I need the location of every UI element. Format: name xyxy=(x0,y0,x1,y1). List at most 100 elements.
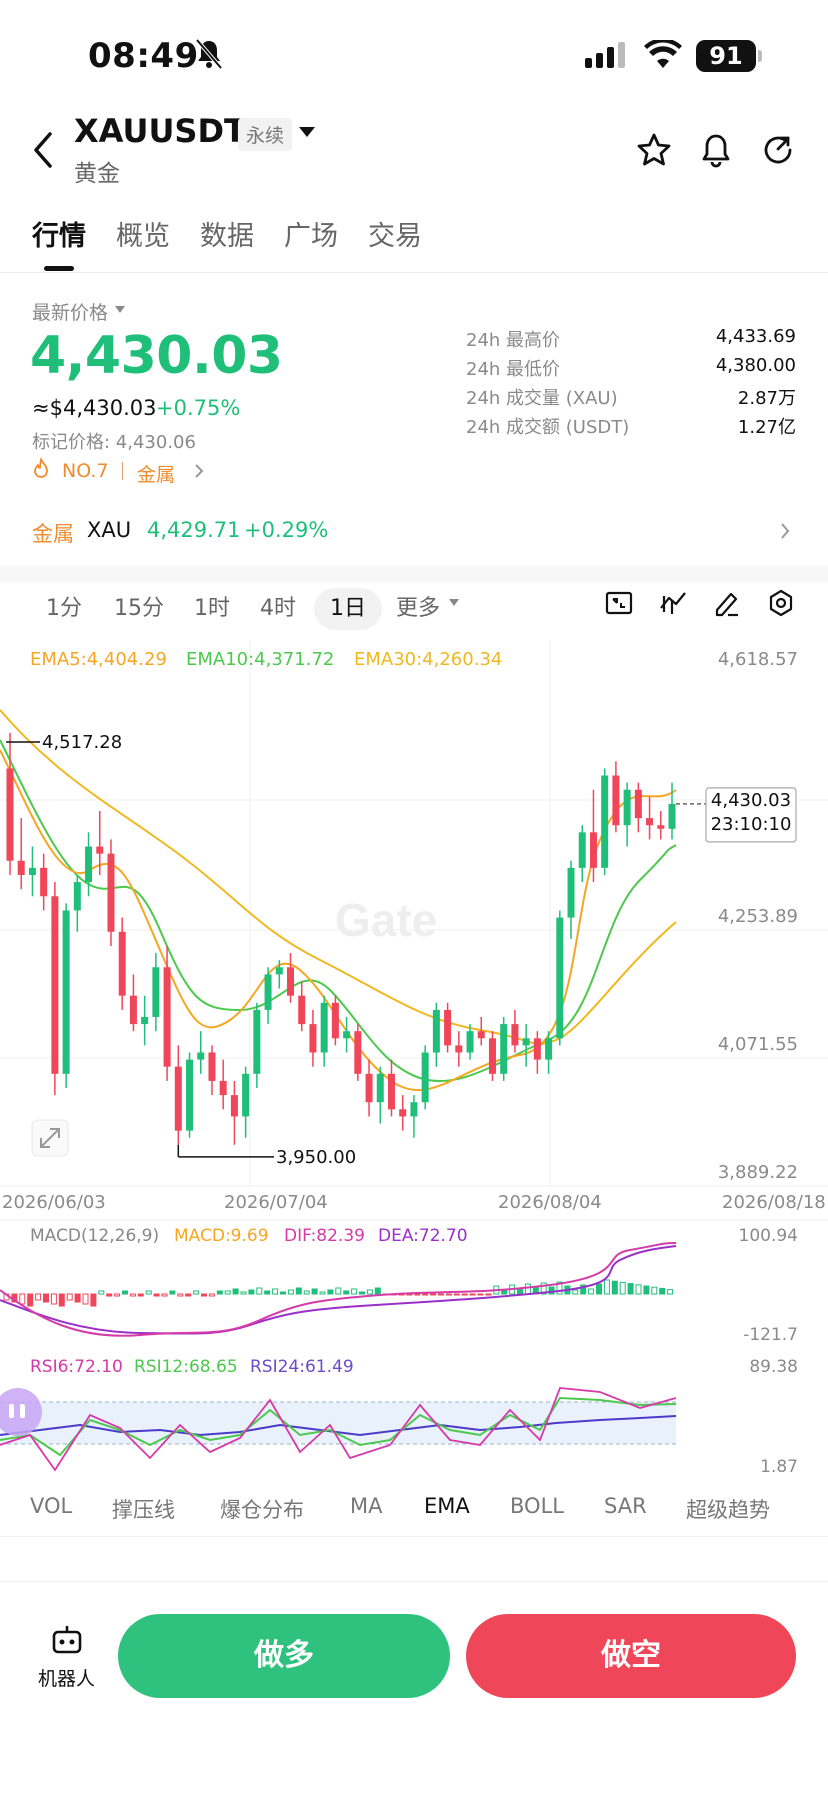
robot-icon[interactable] xyxy=(50,1624,84,1656)
macd-bar xyxy=(572,1289,579,1295)
macd-bar xyxy=(58,1293,65,1307)
indicator-boll[interactable]: BOLL xyxy=(510,1494,564,1518)
watermark: Gate xyxy=(335,894,437,946)
kline-chart[interactable]: Gate EMA5:4,404.29 EMA10:4,371.72 EMA30:… xyxy=(0,640,828,1476)
change-percent: +0.75% xyxy=(156,396,241,420)
draw-pencil-icon[interactable] xyxy=(712,588,742,618)
indicator-liquidation[interactable]: 爆仓分布 xyxy=(220,1498,304,1522)
macd-bar xyxy=(82,1293,89,1305)
tab-square[interactable]: 广场 xyxy=(284,221,338,252)
settings-gear-icon[interactable] xyxy=(766,588,796,618)
candle-body xyxy=(455,1045,463,1053)
share-icon[interactable] xyxy=(760,132,796,168)
indicator-ma[interactable]: MA xyxy=(350,1494,383,1518)
macd-bar xyxy=(651,1286,658,1295)
related-symbol[interactable]: XAU xyxy=(87,518,132,542)
macd-bar xyxy=(359,1291,365,1295)
candle-body xyxy=(657,825,665,829)
indicator-ema[interactable]: EMA xyxy=(424,1494,470,1518)
back-arrow-icon[interactable] xyxy=(30,130,56,170)
pair-name[interactable]: XAUUSDT xyxy=(74,112,246,150)
star-icon[interactable] xyxy=(636,132,672,168)
candle-body xyxy=(343,1031,351,1039)
bot-label[interactable]: 机器人 xyxy=(38,1668,96,1690)
macd-bar xyxy=(643,1285,650,1295)
long-button[interactable]: 做多 xyxy=(118,1614,450,1698)
macd-bar xyxy=(627,1283,634,1295)
macd-bar xyxy=(106,1293,113,1297)
rsi12-label: RSI12:68.65 xyxy=(134,1357,238,1377)
interval-1d[interactable]: 1日 xyxy=(314,588,382,630)
caret-down-icon[interactable] xyxy=(449,599,459,606)
tab-market[interactable]: 行情 xyxy=(32,221,86,252)
stat-value-24h-volume: 2.87万 xyxy=(737,388,796,409)
interval-more[interactable]: 更多 xyxy=(396,596,441,621)
tab-overview[interactable]: 概览 xyxy=(116,221,170,252)
macd-bar xyxy=(137,1293,144,1297)
macd-bar xyxy=(201,1293,207,1297)
rank-label[interactable]: NO.7 xyxy=(62,460,109,482)
latest-price-label[interactable]: 最新价格 xyxy=(32,302,109,324)
divider xyxy=(0,272,828,273)
macd-bar xyxy=(485,1293,492,1296)
indicator-supertrend[interactable]: 超级趋势 xyxy=(686,1498,770,1522)
pause-icon[interactable] xyxy=(9,1404,25,1418)
indicator-support-resistance[interactable]: 撑压线 xyxy=(112,1498,175,1522)
candle-body xyxy=(141,1016,149,1025)
stat-value-24h-high: 4,433.69 xyxy=(715,326,796,347)
current-price-label: 4,430.03 xyxy=(711,790,791,811)
fullscreen-crop-icon[interactable] xyxy=(604,588,634,618)
category-label[interactable]: 金属 xyxy=(137,464,176,486)
candle-body xyxy=(275,967,283,975)
caret-down-icon[interactable] xyxy=(115,306,125,313)
tab-data[interactable]: 数据 xyxy=(200,221,254,252)
chevron-right-icon[interactable] xyxy=(780,522,790,540)
indicator-vol[interactable]: VOL xyxy=(30,1494,73,1518)
tab-trade[interactable]: 交易 xyxy=(368,221,422,252)
candle-body xyxy=(421,1052,429,1103)
interval-4h[interactable]: 4时 xyxy=(260,596,296,621)
high-marker: 4,517.28 xyxy=(42,732,122,753)
macd-bottom: -121.7 xyxy=(743,1325,798,1345)
indicator-chart-icon[interactable] xyxy=(658,588,688,618)
candle-body xyxy=(118,931,126,996)
candle-body xyxy=(646,818,654,826)
macd-bar xyxy=(635,1284,642,1295)
macd-label: MACD(12,26,9) xyxy=(30,1226,159,1246)
macd-bar xyxy=(430,1293,437,1296)
candle-body xyxy=(612,775,620,826)
candle-body xyxy=(28,867,36,875)
last-price: 4,430.03 xyxy=(30,326,283,386)
macd-bar xyxy=(548,1286,555,1295)
candle-body xyxy=(387,1073,395,1110)
candles xyxy=(6,732,676,1157)
macd-bar xyxy=(659,1287,666,1295)
price-alert-bell-icon[interactable] xyxy=(698,132,734,168)
macd-bar xyxy=(90,1293,97,1307)
macd-bar xyxy=(256,1287,263,1295)
chevron-right-icon[interactable] xyxy=(194,463,204,479)
interval-1h[interactable]: 1时 xyxy=(194,596,230,621)
candle-body xyxy=(533,1038,541,1060)
indicator-sar[interactable]: SAR xyxy=(604,1494,647,1518)
macd-bar xyxy=(129,1293,136,1297)
macd-bar xyxy=(596,1283,602,1295)
macd-bar xyxy=(208,1293,215,1297)
caret-down-icon[interactable] xyxy=(298,126,316,138)
battery-indicator: 91 xyxy=(696,40,762,72)
macd-bar xyxy=(185,1293,192,1297)
short-button[interactable]: 做空 xyxy=(466,1614,796,1698)
expand-icon[interactable] xyxy=(40,1128,60,1148)
macd-bar xyxy=(216,1290,223,1295)
candle-body xyxy=(85,846,93,883)
stat-label-24h-volume: 24h 成交量 (XAU) xyxy=(466,388,618,409)
candle-body xyxy=(219,1080,227,1096)
candle-body xyxy=(107,853,115,932)
related-category[interactable]: 金属 xyxy=(32,522,74,546)
interval-1m[interactable]: 1分 xyxy=(46,596,82,621)
macd-bar xyxy=(98,1290,105,1295)
candle-body xyxy=(634,789,642,819)
interval-15m[interactable]: 15分 xyxy=(114,596,164,621)
macd-bar xyxy=(50,1293,57,1305)
rsi6-label: RSI6:72.10 xyxy=(30,1357,123,1377)
